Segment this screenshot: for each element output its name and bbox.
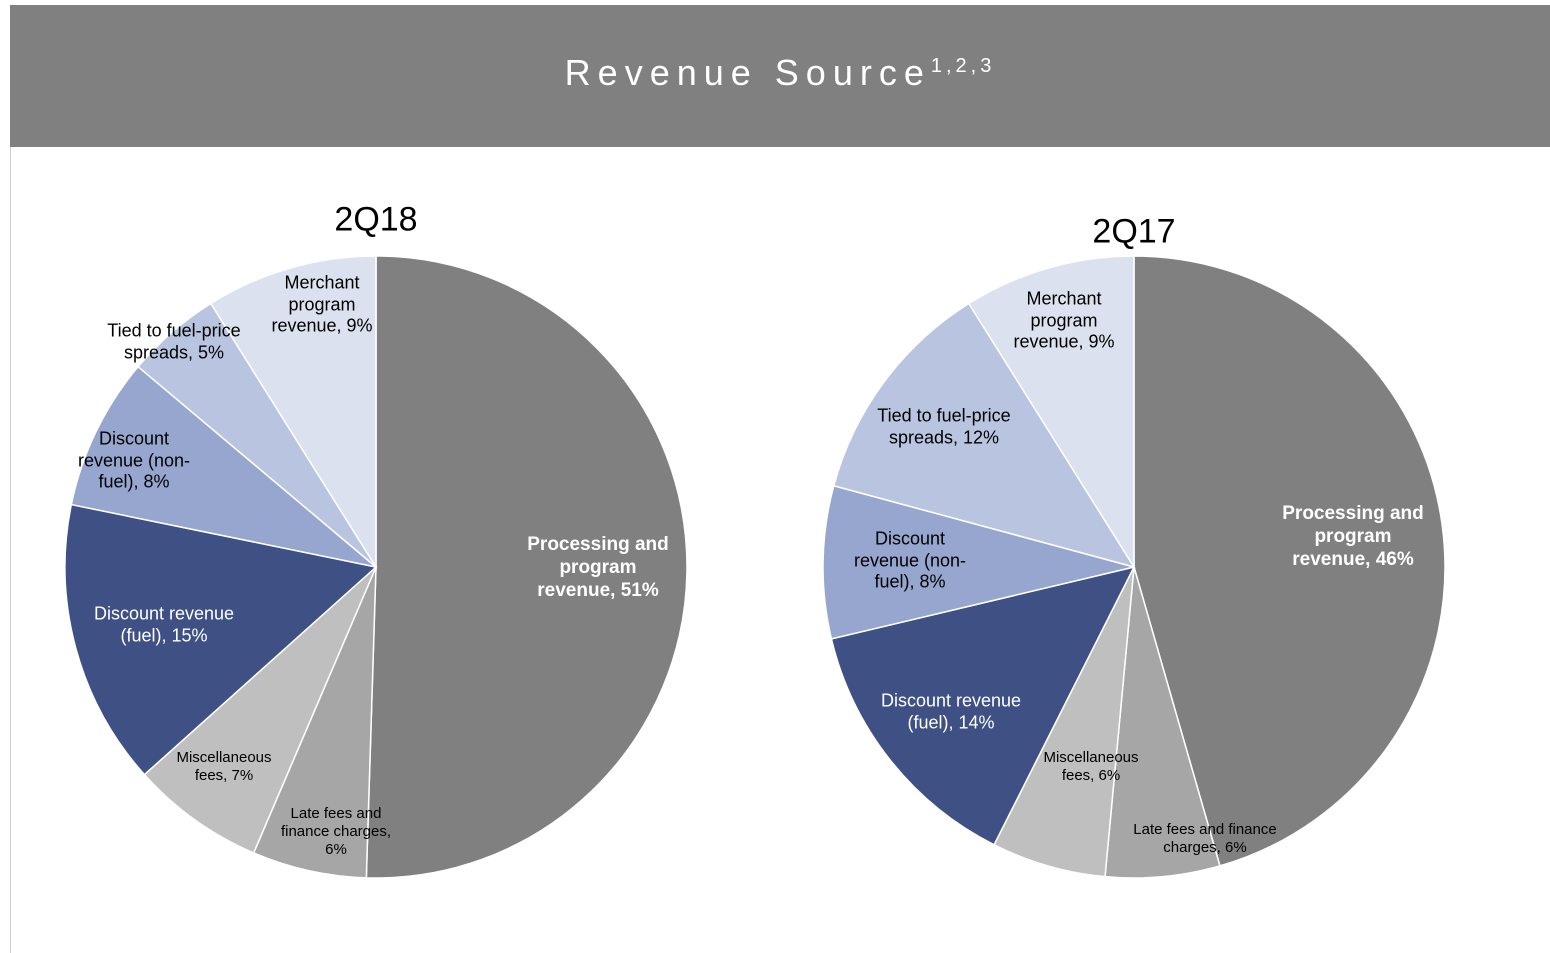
slice-label: Merchant program revenue, 9% xyxy=(271,272,373,336)
slice-label: Miscellaneous fees, 6% xyxy=(1043,749,1139,784)
slice-label: Late fees and finance charges, 6% xyxy=(1133,821,1277,856)
slice-label: Discount revenue (fuel), 14% xyxy=(880,690,1022,732)
slice-label: Discount revenue (non-fuel), 8% xyxy=(853,528,967,592)
slice-label: Discount revenue (fuel), 15% xyxy=(93,603,235,645)
title-superscript: 1,2,3 xyxy=(930,55,996,77)
pie-slice xyxy=(143,566,377,854)
slice-label: Tied to fuel-price spreads, 12% xyxy=(877,405,1011,447)
pie-slice xyxy=(1133,255,1446,867)
pie-slice xyxy=(64,503,378,776)
pie-slice xyxy=(209,255,377,570)
pie-slice xyxy=(365,255,688,879)
slice-label: Processing and program revenue, 46% xyxy=(1282,502,1424,570)
pie-slice xyxy=(70,365,377,568)
slide-edge xyxy=(10,147,11,953)
pie-slice xyxy=(822,484,1135,640)
pie-slice xyxy=(967,255,1135,570)
slice-label: Miscellaneous fees, 7% xyxy=(176,749,272,784)
pie-slice xyxy=(830,565,1136,846)
slice-label: Late fees and finance charges, 6% xyxy=(280,805,392,858)
pie-title: 2Q17 xyxy=(1092,212,1176,251)
slice-label: Merchant program revenue, 9% xyxy=(1013,288,1115,352)
slice-label: Processing and program revenue, 51% xyxy=(527,533,669,601)
slice-label: Discount revenue (non-fuel), 8% xyxy=(77,428,191,492)
title-text: Revenue Source xyxy=(564,52,931,93)
slice-label: Tied to fuel-price spreads, 5% xyxy=(107,320,241,362)
pie-slice xyxy=(832,302,1136,569)
header-title: Revenue Source1,2,3 xyxy=(10,52,1550,94)
header-band xyxy=(10,5,1550,147)
pie-title: 2Q18 xyxy=(334,200,418,239)
